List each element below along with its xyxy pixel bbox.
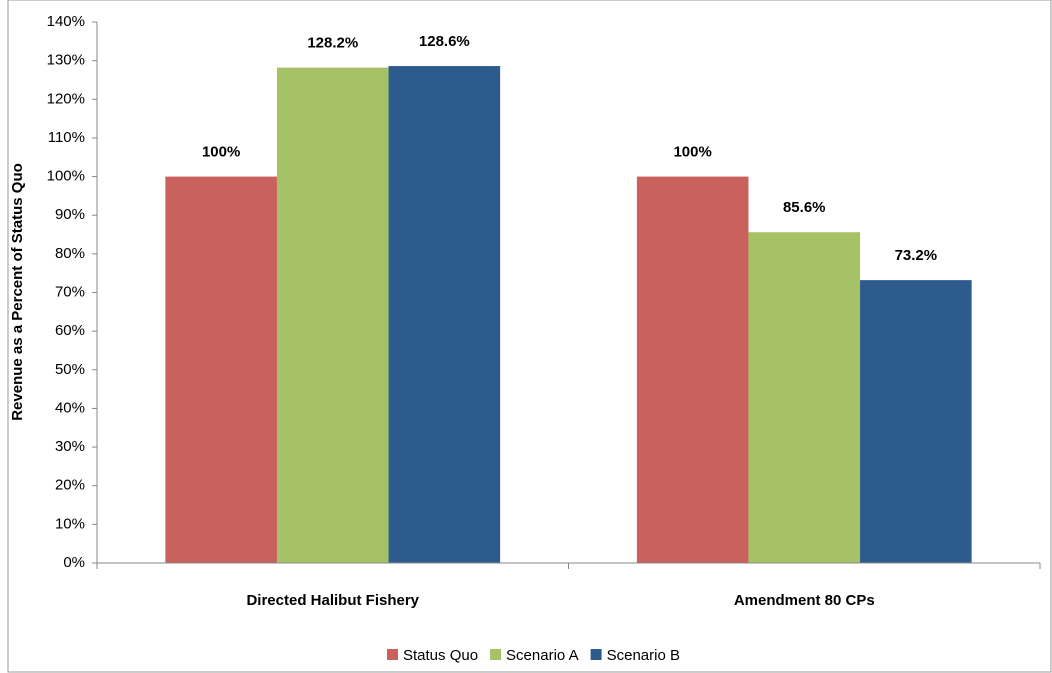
y-tick-label: 130% — [47, 52, 85, 69]
legend-label: Scenario A — [506, 647, 579, 664]
y-tick-label: 140% — [47, 13, 85, 30]
bar — [860, 280, 972, 563]
chart-frame — [7, 0, 1052, 673]
data-label: 100% — [673, 144, 711, 161]
legend-label: Status Quo — [403, 647, 478, 664]
y-tick-label: 100% — [47, 168, 85, 185]
y-axis-label: Revenue as a Percent of Status Quo — [9, 163, 26, 421]
y-tick-label: 50% — [55, 361, 85, 378]
y-tick-label: 10% — [55, 515, 85, 532]
y-tick-label: 40% — [55, 399, 85, 416]
x-tick-label: Directed Halibut Fishery — [246, 592, 419, 609]
bar — [165, 176, 277, 564]
data-label: 100% — [202, 144, 240, 161]
legend-swatch — [590, 649, 602, 660]
y-tick-label: 90% — [55, 206, 85, 223]
data-label: 128.6% — [419, 33, 470, 50]
y-tick-label: 0% — [63, 554, 85, 571]
legend-label: Scenario B — [607, 647, 680, 664]
data-label: 128.2% — [307, 35, 358, 52]
legend-swatch — [490, 649, 502, 660]
y-tick-label: 120% — [47, 90, 85, 107]
data-label: 85.6% — [783, 199, 826, 216]
y-tick-label: 60% — [55, 322, 85, 339]
data-label: 73.2% — [895, 247, 938, 264]
bar — [748, 232, 861, 563]
y-tick-label: 110% — [48, 129, 85, 146]
x-tick-label: Amendment 80 CPs — [734, 592, 875, 609]
bar — [276, 67, 389, 563]
bar — [636, 176, 749, 564]
y-tick-label: 80% — [55, 245, 85, 262]
y-tick-label: 70% — [55, 283, 85, 300]
y-tick-label: 20% — [55, 477, 85, 494]
bar — [388, 66, 501, 563]
y-tick-label: 30% — [55, 438, 85, 455]
legend-swatch — [387, 649, 398, 660]
